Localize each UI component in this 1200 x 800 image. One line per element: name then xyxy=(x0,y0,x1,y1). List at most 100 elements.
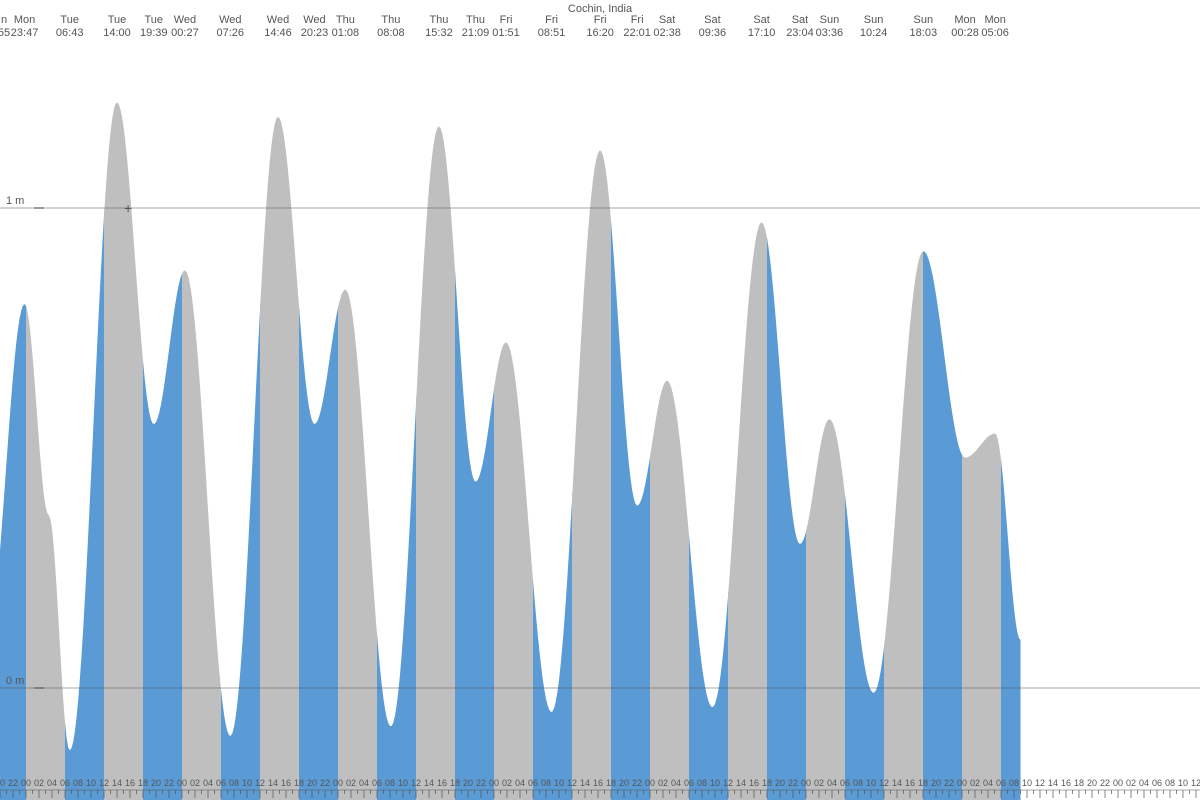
extrema-time: 20:23 xyxy=(301,27,329,39)
x-hour-label: 00 xyxy=(489,778,499,788)
x-hour-label: 04 xyxy=(827,778,837,788)
x-hour-label: 04 xyxy=(359,778,369,788)
x-hour-label: 16 xyxy=(593,778,603,788)
x-hour-label: 08 xyxy=(1165,778,1175,788)
extrema-day: Sat xyxy=(753,14,770,26)
x-hour-label: 14 xyxy=(580,778,590,788)
x-hour-label: 08 xyxy=(697,778,707,788)
extrema-time: 08:51 xyxy=(538,27,566,39)
extrema-day: Tue xyxy=(144,14,163,26)
x-hour-label: 12 xyxy=(255,778,265,788)
x-hour-label: 10 xyxy=(710,778,720,788)
x-hour-label: 16 xyxy=(437,778,447,788)
x-hour-label: 06 xyxy=(216,778,226,788)
x-hour-label: 04 xyxy=(983,778,993,788)
x-hour-label: 00 xyxy=(1113,778,1123,788)
x-hour-label: 20 xyxy=(931,778,941,788)
x-hour-label: 00 xyxy=(957,778,967,788)
extrema-time: 14:46 xyxy=(264,27,292,39)
y-tick-label: 1 m xyxy=(6,195,24,207)
tide-fill xyxy=(0,0,1200,800)
extrema-day: Wed xyxy=(267,14,289,26)
x-hour-label: 00 xyxy=(645,778,655,788)
extrema-time: 22:01 xyxy=(623,27,651,39)
extrema-day: Fri xyxy=(594,14,607,26)
x-hour-label: 20 xyxy=(151,778,161,788)
x-hour-label: 18 xyxy=(606,778,616,788)
extrema-day: Wed xyxy=(303,14,325,26)
x-hour-label: 12 xyxy=(411,778,421,788)
x-hour-label: 16 xyxy=(281,778,291,788)
extrema-day: Wed xyxy=(219,14,241,26)
extrema-time: 07:26 xyxy=(217,27,245,39)
x-hour-label: 00 xyxy=(177,778,187,788)
x-hour-label: 10 xyxy=(1022,778,1032,788)
tide-chart: 1 m0 mCochin, Indian55Mon23:47Tue06:43Tu… xyxy=(0,0,1200,800)
x-hour-label: 20 xyxy=(0,778,5,788)
x-hour-label: 08 xyxy=(73,778,83,788)
extrema-day: Sat xyxy=(704,14,721,26)
x-hour-label: 10 xyxy=(398,778,408,788)
x-hour-label: 04 xyxy=(671,778,681,788)
extrema-day: Thu xyxy=(381,14,400,26)
extrema-time: 14:00 xyxy=(103,27,131,39)
x-hour-label: 02 xyxy=(970,778,980,788)
x-hour-label: 10 xyxy=(86,778,96,788)
x-hour-label: 06 xyxy=(840,778,850,788)
extrema-time: 01:51 xyxy=(492,27,520,39)
extrema-time: 21:09 xyxy=(462,27,490,39)
x-hour-label: 16 xyxy=(905,778,915,788)
x-hour-label: 18 xyxy=(1074,778,1084,788)
extrema-time: 09:36 xyxy=(699,27,727,39)
x-hour-label: 10 xyxy=(866,778,876,788)
extrema-day: Fri xyxy=(631,14,644,26)
x-hour-label: 02 xyxy=(814,778,824,788)
x-hour-label: 16 xyxy=(1061,778,1071,788)
extrema-time: 23:04 xyxy=(786,27,814,39)
x-hour-label: 02 xyxy=(658,778,668,788)
x-hour-label: 18 xyxy=(450,778,460,788)
extrema-day: Sun xyxy=(864,14,884,26)
x-hour-label: 06 xyxy=(60,778,70,788)
x-hour-label: 22 xyxy=(944,778,954,788)
x-hour-label: 14 xyxy=(892,778,902,788)
x-hour-label: 22 xyxy=(632,778,642,788)
x-hour-label: 06 xyxy=(996,778,1006,788)
x-hour-label: 20 xyxy=(775,778,785,788)
x-hour-label: 06 xyxy=(372,778,382,788)
extrema-time: 10:24 xyxy=(860,27,888,39)
x-hour-label: 08 xyxy=(1009,778,1019,788)
x-hour-label: 20 xyxy=(619,778,629,788)
extrema-time: 15:32 xyxy=(425,27,453,39)
extrema-time: 19:39 xyxy=(140,27,168,39)
extrema-day: Wed xyxy=(174,14,196,26)
extrema-day: Tue xyxy=(60,14,79,26)
x-hour-label: 12 xyxy=(723,778,733,788)
x-hour-label: 14 xyxy=(424,778,434,788)
extrema-time: 00:28 xyxy=(951,27,979,39)
extrema-day: Fri xyxy=(500,14,513,26)
x-hour-label: 22 xyxy=(476,778,486,788)
x-hour-label: 08 xyxy=(853,778,863,788)
extrema-day: Mon xyxy=(984,14,1005,26)
x-hour-label: 08 xyxy=(385,778,395,788)
x-hour-label: 06 xyxy=(684,778,694,788)
extrema-time: 23:47 xyxy=(11,27,39,39)
x-hour-label: 22 xyxy=(320,778,330,788)
x-hour-label: 12 xyxy=(1035,778,1045,788)
extrema-day: Thu xyxy=(336,14,355,26)
x-hour-label: 14 xyxy=(1048,778,1058,788)
x-hour-label: 10 xyxy=(554,778,564,788)
x-hour-label: 06 xyxy=(528,778,538,788)
extrema-day: Tue xyxy=(108,14,127,26)
extrema-time: 08:08 xyxy=(377,27,405,39)
x-hour-label: 10 xyxy=(1178,778,1188,788)
x-hour-label: 22 xyxy=(1100,778,1110,788)
extrema-time: 03:36 xyxy=(816,27,844,39)
x-hour-label: 18 xyxy=(918,778,928,788)
x-hour-label: 14 xyxy=(268,778,278,788)
cross-mark: + xyxy=(124,200,132,216)
x-hour-label: 20 xyxy=(307,778,317,788)
extrema-time: 17:10 xyxy=(748,27,776,39)
x-hour-label: 12 xyxy=(567,778,577,788)
